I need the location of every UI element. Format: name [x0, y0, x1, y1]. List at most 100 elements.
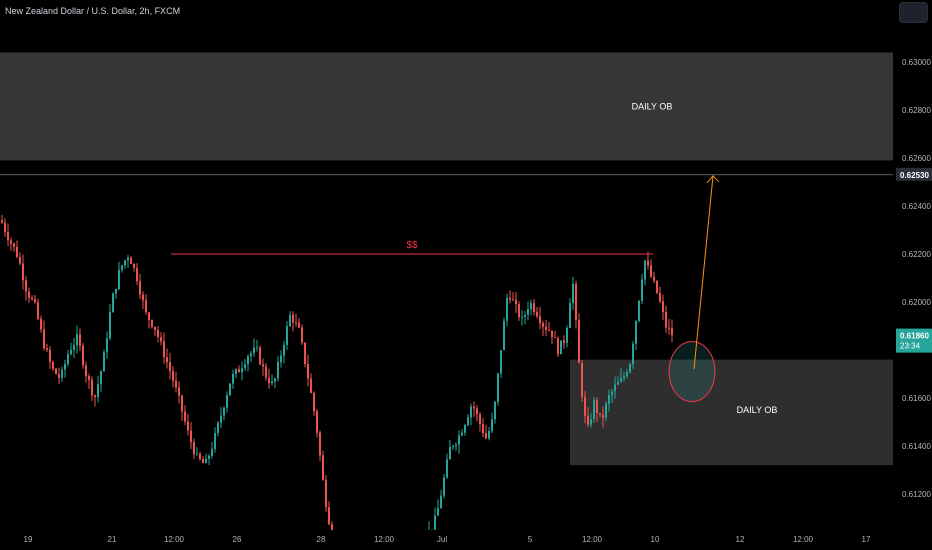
- candle: [524, 311, 526, 325]
- candle: [7, 223, 9, 246]
- candle: [593, 396, 595, 423]
- candle: [91, 376, 93, 401]
- candle-body: [506, 297, 508, 321]
- price-axis[interactable]: 0.63000 0.62800 0.62600 0.62400 0.62200 0.620…: [893, 0, 932, 550]
- candle: [193, 438, 195, 459]
- candle-body: [88, 376, 90, 380]
- candle: [115, 288, 117, 299]
- candle: [232, 369, 234, 389]
- candle: [46, 343, 48, 353]
- candle: [73, 337, 75, 359]
- candle: [584, 391, 586, 424]
- candle-body: [94, 395, 96, 398]
- candle: [536, 306, 538, 319]
- current-price-badge: [896, 328, 932, 353]
- candle-body: [1, 220, 3, 223]
- zones-layer: DAILY OB DAILY OB: [0, 52, 893, 466]
- candle: [626, 368, 628, 379]
- candle-body: [581, 362, 583, 397]
- candle: [226, 391, 228, 413]
- projection-arrow[interactable]: [693, 175, 714, 370]
- candle: [449, 440, 451, 460]
- time-axis[interactable]: 19 21 12:00 26 28 12:00 Jul 5 12:00 10 12 12:00 17: [0, 530, 893, 550]
- candle-body: [103, 352, 105, 372]
- candle-body: [328, 507, 330, 525]
- candle: [656, 280, 658, 295]
- candle-body: [443, 477, 445, 496]
- time-tick-label: 12:00: [582, 535, 603, 544]
- candle-body: [608, 395, 610, 404]
- candle: [166, 348, 168, 369]
- candle: [629, 362, 631, 374]
- time-tick-label: 12:00: [374, 535, 395, 544]
- candle: [211, 441, 213, 459]
- candle: [572, 276, 574, 310]
- chart-settings-button[interactable]: [899, 2, 928, 23]
- candle: [238, 365, 240, 373]
- candle: [133, 263, 135, 272]
- candle: [509, 290, 511, 304]
- candle-body: [73, 345, 75, 350]
- candle-body: [569, 303, 571, 328]
- candle-body: [464, 425, 466, 433]
- candle-body: [671, 327, 673, 336]
- candle-body: [58, 374, 60, 378]
- candle: [163, 332, 165, 364]
- candle: [307, 354, 309, 387]
- candle-body: [524, 314, 526, 317]
- candle-body: [28, 291, 30, 298]
- candle: [190, 422, 192, 450]
- candle-body: [515, 299, 517, 305]
- candle: [283, 341, 285, 364]
- candle: [1, 215, 3, 224]
- candle: [16, 240, 18, 259]
- candle: [566, 325, 568, 348]
- candle-body: [662, 301, 664, 312]
- candle-body: [650, 265, 652, 277]
- candle-body: [235, 369, 237, 375]
- candle-body: [554, 336, 556, 338]
- candle: [172, 366, 174, 388]
- time-axis-background: [0, 530, 893, 550]
- candle-body: [271, 381, 273, 384]
- candle: [440, 489, 442, 509]
- time-tick-label: 5: [528, 535, 533, 544]
- candle: [578, 313, 580, 364]
- candle: [196, 447, 198, 456]
- candle: [106, 331, 108, 359]
- candle-body: [533, 303, 535, 312]
- candle: [94, 394, 96, 407]
- candle-body: [169, 362, 171, 371]
- candle-body: [49, 349, 51, 362]
- candle-body: [79, 334, 81, 346]
- candle: [19, 252, 21, 266]
- candle-body: [635, 320, 637, 344]
- candle-body: [647, 260, 649, 266]
- candle-body: [527, 309, 529, 315]
- candle: [473, 401, 475, 417]
- candle-body: [244, 364, 246, 369]
- candle-body: [280, 355, 282, 363]
- candle-body: [208, 455, 210, 459]
- candle: [557, 336, 559, 357]
- daily-ob-zone-upper[interactable]: [0, 52, 893, 161]
- candle: [67, 349, 69, 367]
- candle: [569, 298, 571, 329]
- candle: [479, 411, 481, 432]
- daily-ob-zone-lower[interactable]: [570, 359, 893, 466]
- candle-body: [127, 257, 129, 261]
- candle: [34, 294, 36, 305]
- target-circle[interactable]: [668, 341, 716, 403]
- candle-body: [52, 361, 54, 369]
- candle: [178, 381, 180, 404]
- candle-body: [202, 459, 204, 463]
- candle-body: [575, 283, 577, 321]
- candle-body: [548, 329, 550, 331]
- candle: [76, 325, 78, 354]
- projection-arrowhead: [706, 175, 720, 184]
- candle: [608, 389, 610, 412]
- candle-body: [262, 364, 264, 367]
- candle: [175, 371, 177, 393]
- candle-body: [614, 384, 616, 392]
